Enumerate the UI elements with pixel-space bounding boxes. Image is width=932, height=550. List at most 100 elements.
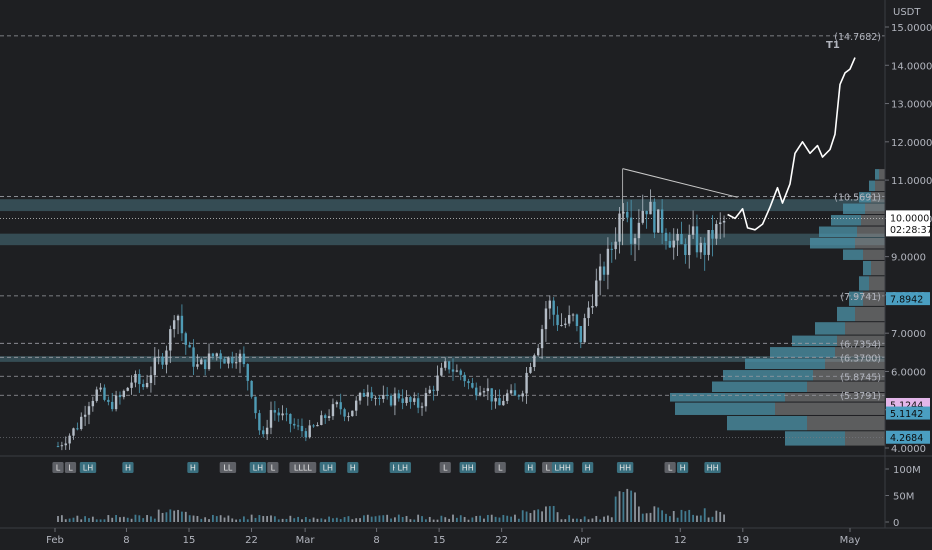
marker-badge-21	[664, 462, 676, 473]
volume-bar-37	[200, 518, 203, 522]
volume-bar-80	[366, 514, 369, 522]
candle-body-61	[293, 423, 296, 426]
volume-bar-142	[607, 515, 609, 522]
volume-bar-113	[494, 516, 497, 522]
volume-bar-88	[397, 514, 400, 522]
volume-bar-91	[409, 519, 412, 522]
profile-bar-1	[727, 415, 807, 431]
profile-bar-10	[837, 306, 855, 322]
volume-bar-29	[169, 509, 172, 522]
target-label: T1	[826, 40, 840, 51]
volume-bar-64	[304, 517, 307, 522]
profile-grey-12	[869, 276, 885, 291]
volume-bar-170	[715, 510, 718, 522]
volume-bar-97	[432, 519, 435, 522]
volume-bar-10	[95, 519, 98, 522]
volume-bar-19	[130, 518, 133, 522]
price-tick-label-0: 4.0000	[891, 444, 926, 455]
candle-body-99	[440, 367, 443, 376]
candle-body-76	[351, 410, 354, 417]
marker-label-13: L	[443, 464, 448, 473]
candle-body-3	[68, 435, 71, 444]
volume-bar-165	[696, 515, 698, 522]
price-tick-label-11: 15.0000	[891, 23, 932, 34]
candle-body-88	[397, 393, 400, 399]
volume-bar-118	[514, 514, 516, 522]
candle-body-151	[641, 210, 644, 223]
volume-bar-150	[637, 506, 640, 522]
volume-bar-54	[266, 515, 269, 522]
volume-bar-82	[374, 516, 377, 522]
marker-badge-9	[319, 462, 337, 473]
volume-bar-95	[424, 519, 427, 522]
volume-bar-66	[312, 517, 315, 522]
candle-body-13	[107, 399, 110, 402]
candle-body-26	[157, 356, 160, 358]
marker-badge-7	[267, 462, 279, 473]
volume-bar-4	[72, 517, 75, 522]
candle-body-148	[629, 217, 633, 244]
candle-body-50	[250, 380, 253, 397]
profile-grey-10	[855, 306, 885, 322]
candle-body-1	[60, 445, 64, 447]
candle-body-34	[188, 344, 191, 348]
volume-bar-157	[665, 513, 667, 522]
candle-body-23	[145, 382, 149, 388]
volume-bar-143	[610, 517, 613, 522]
profile-grey-0	[845, 431, 885, 446]
volume-bar-90	[405, 515, 408, 522]
marker-badge-0	[52, 462, 64, 473]
volume-profile	[670, 169, 885, 446]
volume-bar-79	[363, 515, 365, 522]
volume-bar-57	[277, 519, 280, 522]
marker-label-23: HH	[707, 464, 719, 473]
marker-label-5: LL	[223, 464, 232, 473]
volume-bar-72	[335, 517, 338, 522]
candle-body-143	[610, 248, 613, 250]
volume-bar-167	[703, 508, 706, 522]
volume-bar-115	[502, 514, 505, 522]
candle-body-67	[316, 424, 319, 427]
volume-bar-125	[541, 511, 543, 522]
candle-body-51	[254, 396, 257, 414]
profile-grey-16	[857, 226, 885, 237]
volume-bar-155	[657, 507, 660, 522]
candle-body-44	[227, 357, 230, 364]
profile-grey-20	[875, 180, 885, 192]
marker-badge-16	[524, 462, 536, 473]
profile-bar-2	[675, 402, 775, 415]
marker-badge-6	[249, 462, 267, 473]
candle-body-69	[324, 415, 327, 419]
candle-body-157	[664, 232, 668, 242]
price-tag-4: 4.2684	[890, 433, 923, 444]
volume-bar-110	[483, 518, 485, 522]
marker-badge-18	[551, 462, 574, 473]
candle-body-123	[533, 355, 536, 367]
candle-body-37	[200, 359, 203, 365]
volume-bar-152	[645, 513, 648, 522]
candle-body-131	[564, 323, 567, 326]
volume-bar-49	[246, 519, 249, 522]
time-label-9: 12	[674, 535, 687, 546]
marker-badge-13	[439, 462, 451, 473]
candle-body-24	[149, 375, 153, 383]
candle-body-75	[347, 416, 350, 418]
candle-body-38	[203, 359, 207, 370]
candle-body-57	[277, 412, 280, 416]
marker-badge-12	[394, 462, 411, 473]
level-lines: (14.7682) (10.5691) (7.9741) (6.7354) (6.370…	[0, 32, 885, 438]
time-axis[interactable]: Feb 8 15 22 Mar 8 15 22 Apr 12 19 May	[46, 528, 860, 546]
volume-bar-122	[529, 513, 532, 522]
candle-body-115	[502, 400, 505, 406]
volume-bar-76	[351, 519, 354, 522]
candle-body-36	[196, 364, 199, 367]
candle-body-107	[471, 383, 474, 388]
profile-grey-5	[813, 370, 885, 381]
volume-bar-130	[560, 519, 563, 522]
volume-bar-24	[150, 516, 152, 522]
candle-body-87	[393, 393, 397, 406]
candle-body-122	[529, 366, 532, 373]
candle-body-163	[688, 234, 691, 256]
candle-body-81	[370, 392, 373, 399]
time-label-2: 15	[183, 535, 196, 546]
